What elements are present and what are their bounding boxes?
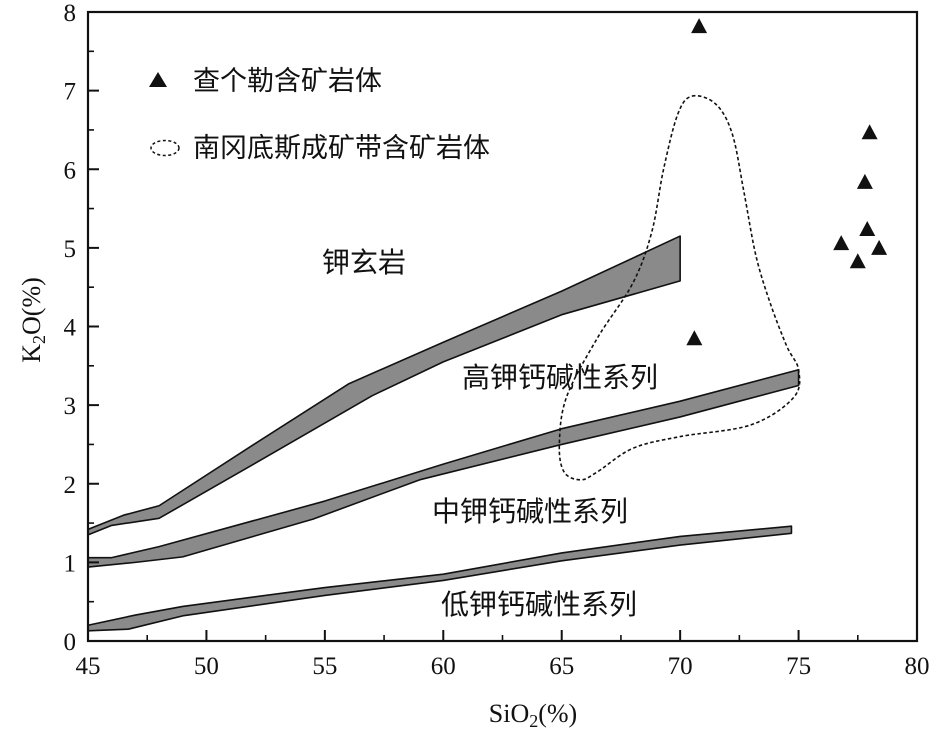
triangle-point [686,330,703,346]
label-medium-k-calc-alkaline: 中钾钙碱性系列 [432,495,628,528]
label-low-k-calc-alkaline: 低钾钙碱性系列 [441,588,637,621]
y-tick-label: 0 [64,629,77,656]
y-tick-label: 4 [64,315,77,342]
x-tick-label: 50 [194,653,219,680]
y-tick-label: 5 [64,236,77,263]
y-tick-label: 1 [64,550,77,577]
x-tick-label: 70 [668,653,693,680]
triangle-point [871,239,888,255]
x-tick-label: 55 [312,653,337,680]
triangle-point [859,221,876,237]
legend-triangle-icon [149,72,167,87]
triangle-point [849,253,866,269]
legend: 查个勒含矿岩体 南冈底斯成矿带含矿岩体 [149,66,490,164]
y-tick-label: 6 [64,157,77,184]
label-shoshonite: 钾玄岩 [322,246,406,279]
x-tick-label: 80 [905,653,930,680]
triangle-point [833,235,850,251]
triangle-point [691,18,708,34]
x-tick-label: 65 [549,653,574,680]
series-bands [87,235,800,632]
y-tick-label: 3 [64,393,77,420]
series-band-1 [87,235,681,536]
data-points [686,18,888,346]
y-axis-title: K2O(%) [17,277,49,363]
triangle-point [861,124,878,140]
label-high-k-calc-alkaline: 高钾钙碱性系列 [462,361,658,394]
y-tick-label: 2 [64,472,77,499]
triangle-point [856,173,873,189]
legend-dashed-ellipse-icon [150,139,180,157]
x-tick-label: 75 [786,653,811,680]
y-tick-label: 8 [64,0,77,27]
legend-label-envelope: 南冈底斯成矿带含矿岩体 [193,133,490,164]
legend-label-points: 查个勒含矿岩体 [193,66,382,97]
x-axis-title: SiO2(%) [489,699,577,729]
plot-frame [86,10,919,643]
x-tick-label: 60 [431,653,456,680]
series-band-3 [87,525,793,632]
series-band-2 [87,368,800,568]
y-tick-label: 7 [64,79,77,106]
x-tick-label: 45 [76,653,101,680]
